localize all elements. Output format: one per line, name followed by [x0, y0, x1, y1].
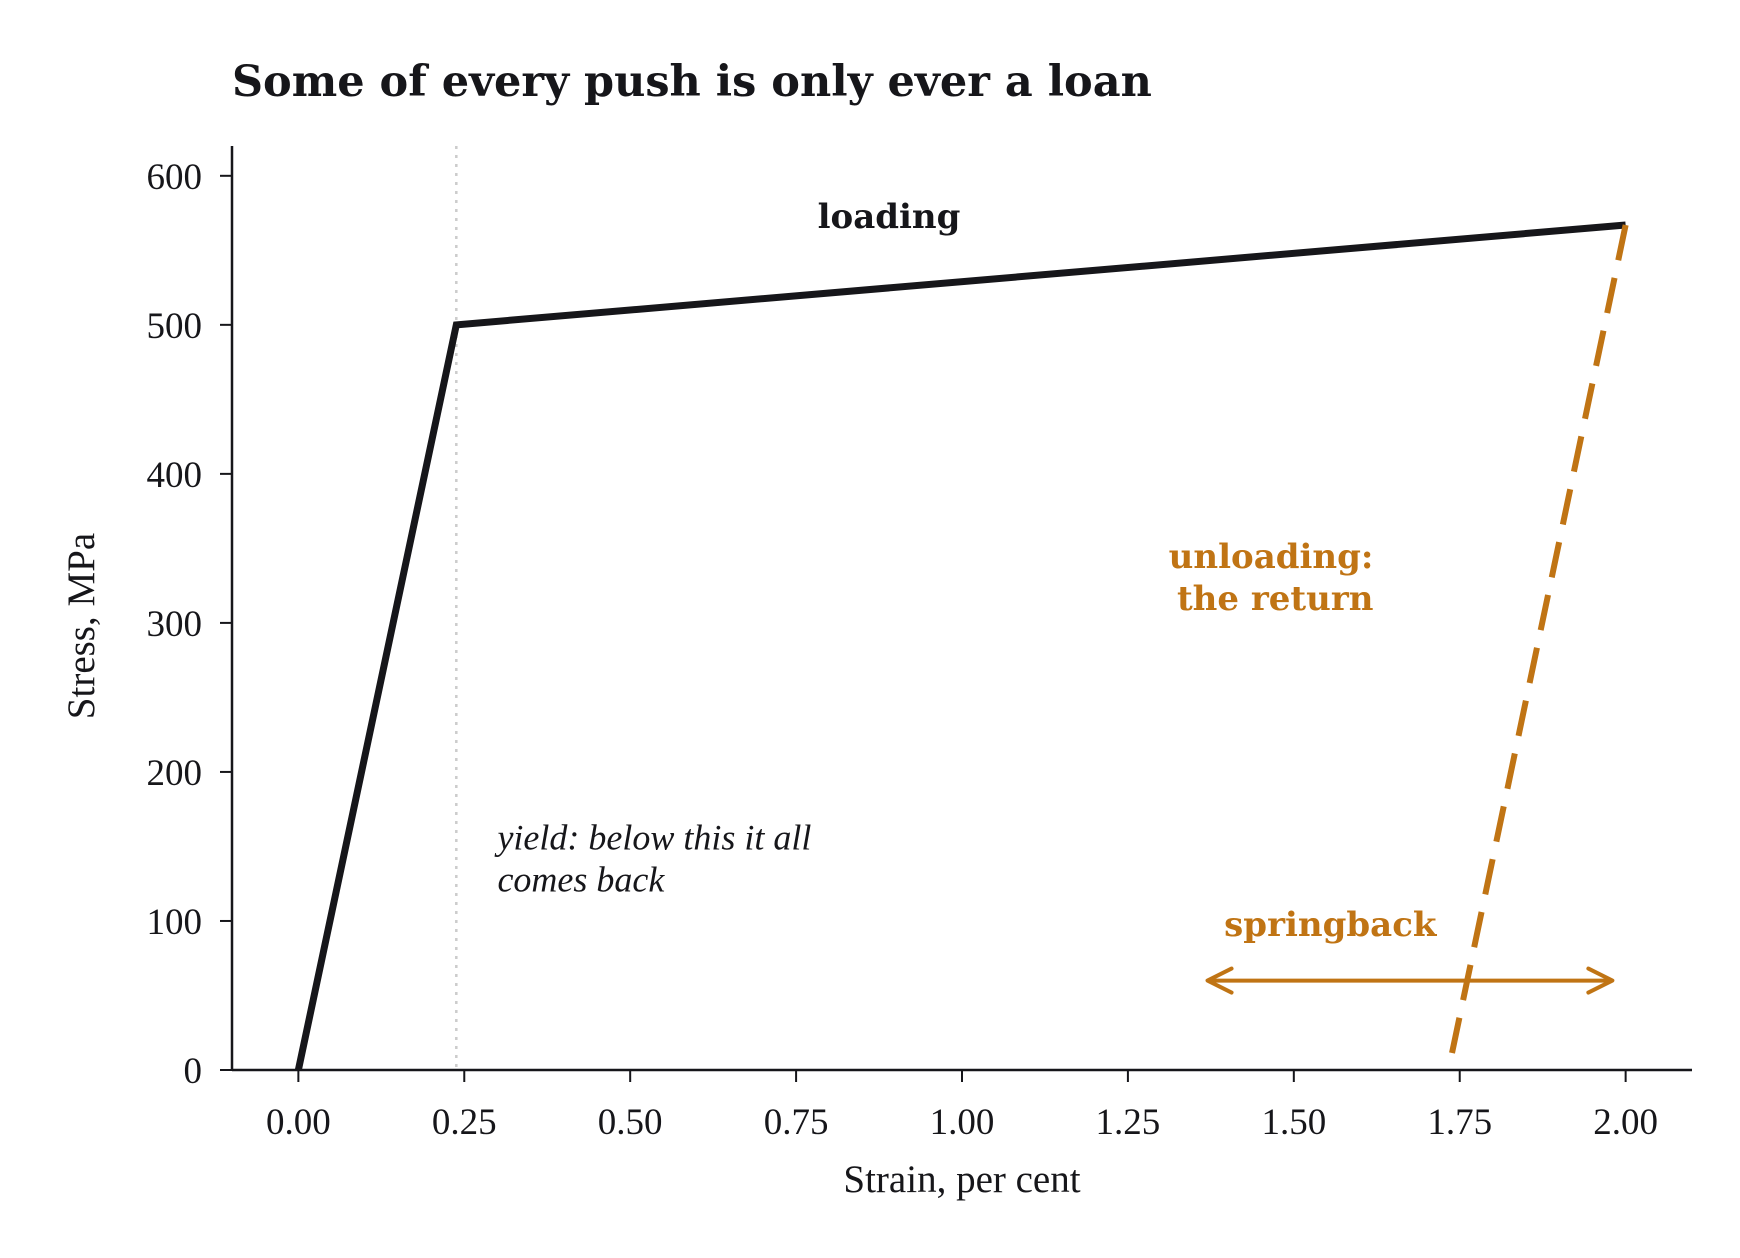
annotation-springback: springback — [1224, 905, 1438, 945]
annotation-loading-line: loading — [818, 197, 961, 237]
annotation-unloading-line: unloading: — [1169, 537, 1374, 577]
y-tick-label: 0 — [184, 1051, 203, 1092]
x-axis-label: Strain, per cent — [843, 1158, 1080, 1201]
y-tick-label: 300 — [147, 604, 203, 645]
y-tick-label: 500 — [147, 306, 203, 347]
chart-title: Some of every push is only ever a loan — [232, 57, 1152, 107]
annotation-springback-line: springback — [1224, 905, 1438, 945]
unloading-line — [1445, 224, 1629, 1071]
x-tick-label: 1.50 — [1261, 1102, 1326, 1143]
y-tick-label: 200 — [147, 753, 203, 794]
axes: 0.00 0.25 0.50 0.75 1.00 1.25 1.50 1.75 2.00 0 100… — [147, 146, 1692, 1143]
chart-marks — [294, 146, 1629, 1071]
y-tick-label: 600 — [147, 157, 203, 198]
x-tick-label: 0.25 — [432, 1102, 497, 1143]
springback-arrowhead-left — [1205, 966, 1234, 995]
annotation-loading: loading — [818, 197, 961, 237]
x-tick-label: 2.00 — [1593, 1102, 1658, 1143]
springback-arrowhead-right — [1586, 966, 1615, 995]
annotation-yield: yield: below this it all comes back — [494, 817, 811, 899]
annotations: loading unloading: the return springback yie… — [494, 197, 1437, 945]
x-tick-label: 1.75 — [1427, 1102, 1492, 1143]
x-tick-label: 0.00 — [266, 1102, 331, 1143]
x-tick-label: 0.50 — [598, 1102, 663, 1143]
y-tick-label: 400 — [147, 455, 203, 496]
x-tick-label: 1.25 — [1096, 1102, 1161, 1143]
x-tick-label: 1.00 — [930, 1102, 995, 1143]
annotation-unloading-line: the return — [1177, 579, 1374, 619]
annotation-unloading: unloading: the return — [1169, 537, 1374, 619]
y-axis-label: Stress, MPa — [60, 533, 103, 719]
y-tick-label: 100 — [147, 902, 203, 943]
loading-line — [294, 221, 1626, 1071]
annotation-yield-line: yield: below this it all — [494, 817, 811, 857]
x-tick-label: 0.75 — [764, 1102, 829, 1143]
annotation-yield-line: comes back — [497, 859, 665, 899]
